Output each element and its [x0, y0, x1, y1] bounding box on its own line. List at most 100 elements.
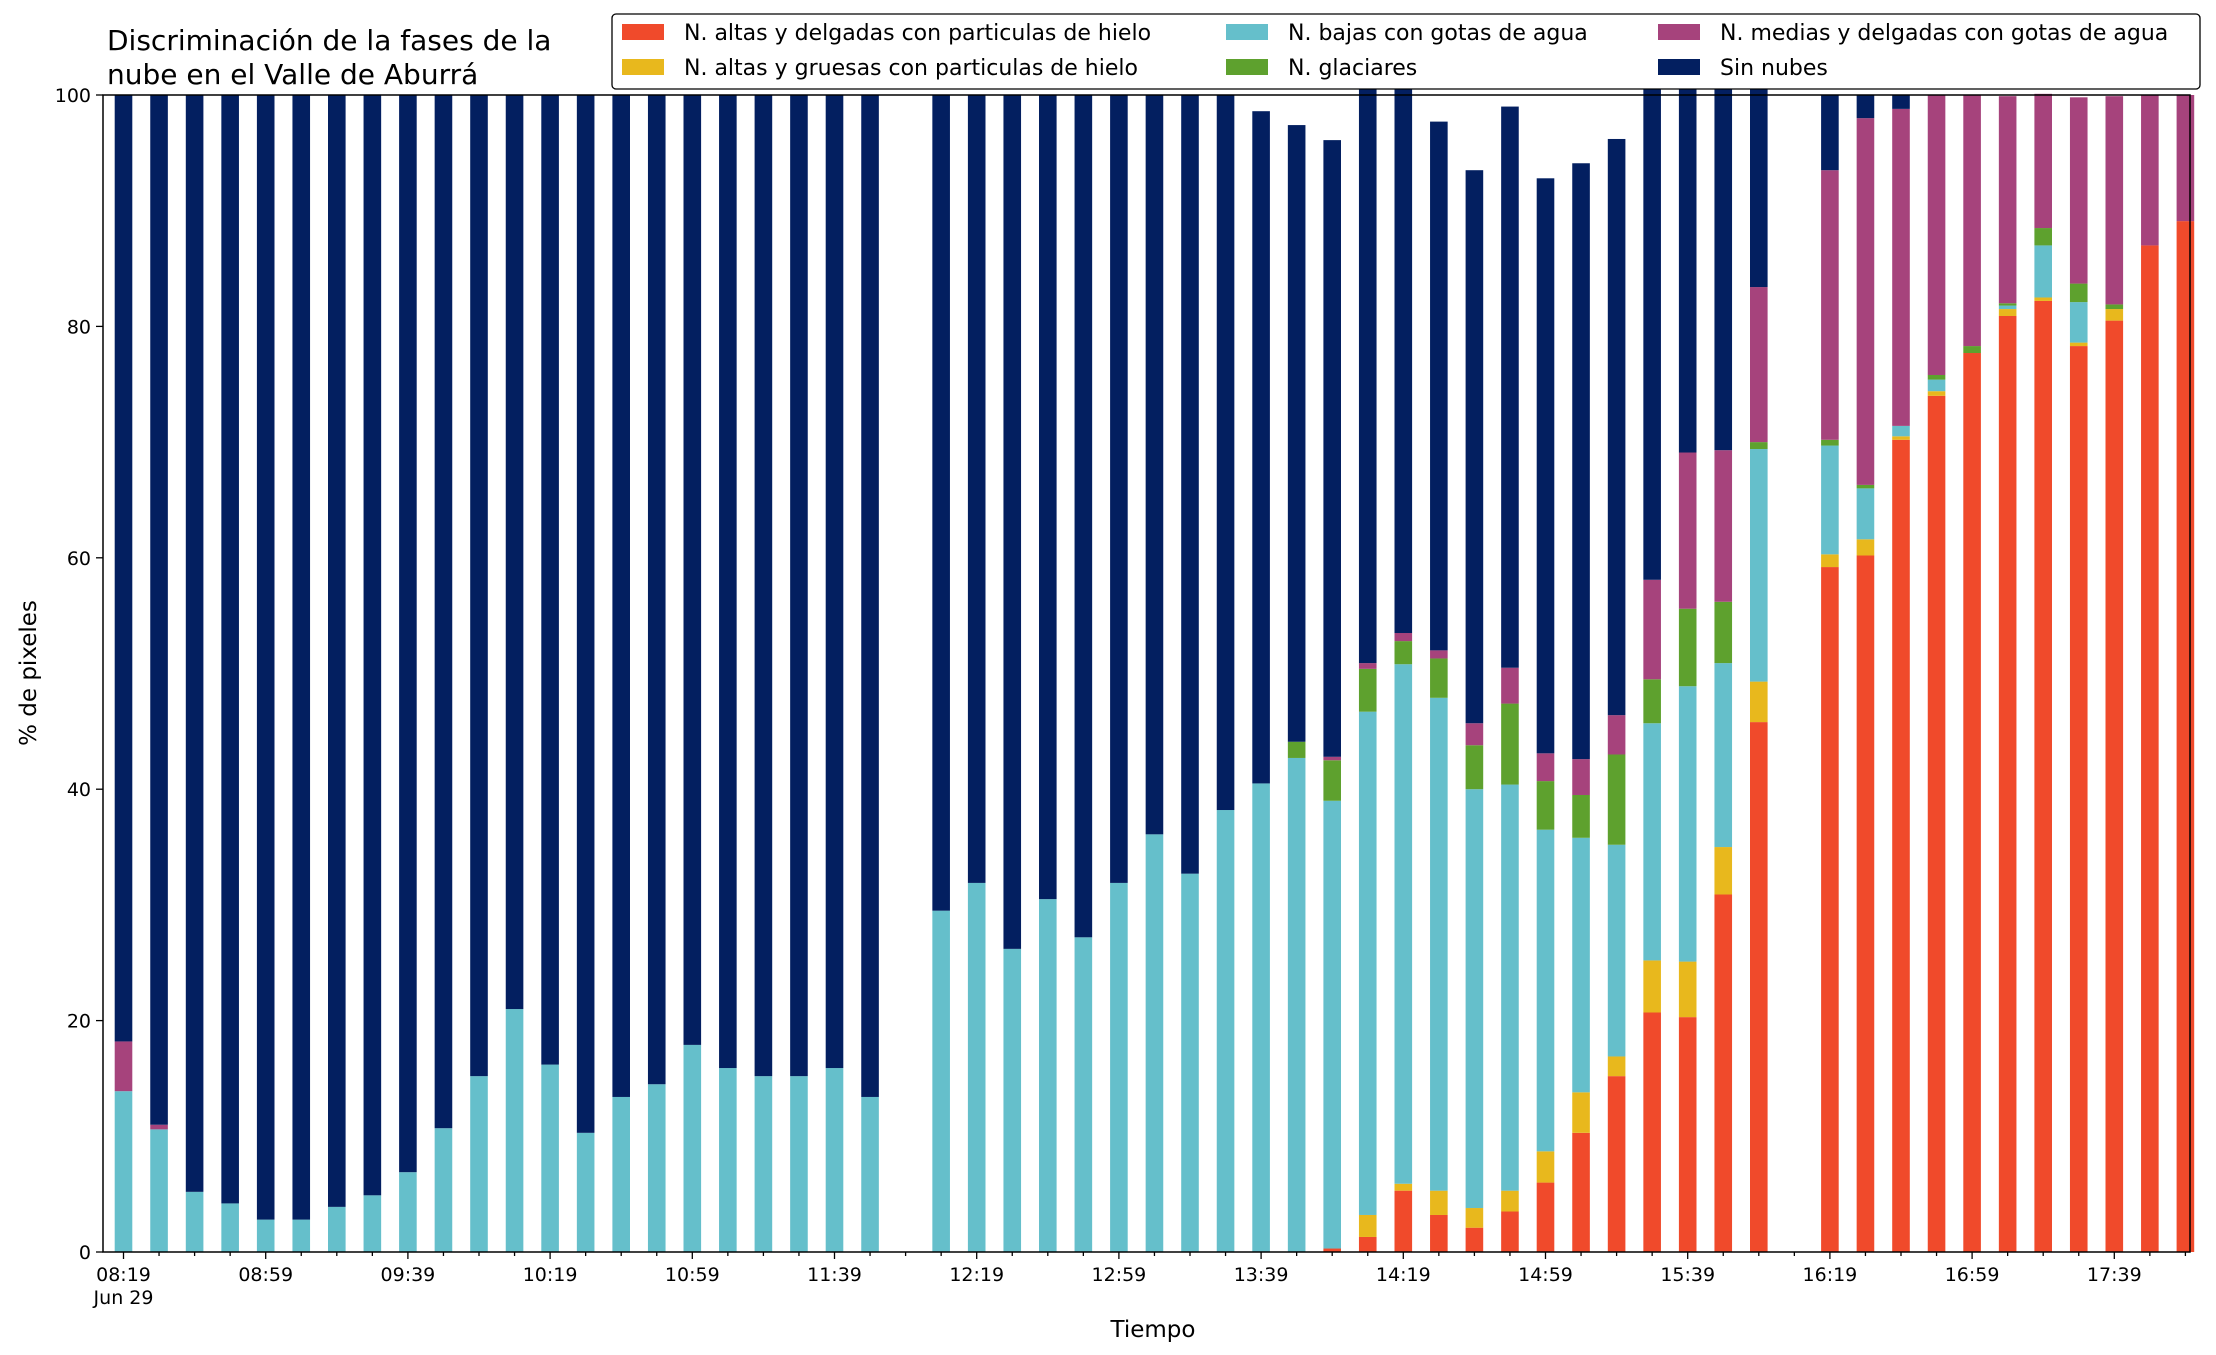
- chart-title-line-1: Discriminación de la fases de la: [107, 24, 551, 57]
- bar-segment: [861, 95, 879, 1097]
- bar-segment: [612, 95, 630, 1097]
- bar-segment: [1714, 601, 1733, 664]
- bar-segment: [1821, 554, 1839, 568]
- bar-segment: [1714, 847, 1733, 895]
- x-tick-label: 11:39: [807, 1264, 862, 1286]
- bar-segment: [1607, 1076, 1626, 1252]
- legend-label: N. altas y gruesas con particulas de hie…: [684, 56, 1138, 81]
- bar-segment: [1714, 894, 1733, 1252]
- x-tick-label: 14:59: [1518, 1264, 1573, 1286]
- x-tick-label: 08:19: [96, 1264, 151, 1286]
- bar-segment: [1892, 95, 1910, 109]
- bar-segment: [1892, 439, 1910, 1252]
- bar-segment: [1714, 73, 1733, 451]
- bar-segment: [256, 95, 275, 1220]
- bar-segment: [541, 1064, 559, 1252]
- bar-segment: [1430, 1214, 1448, 1252]
- bar-segment: [1643, 723, 1661, 961]
- bar-segment: [1039, 899, 1057, 1252]
- legend-label: N. altas y delgadas con particulas de hi…: [684, 21, 1151, 46]
- bar-segment: [1998, 96, 2017, 304]
- plot-frame: [102, 94, 2191, 1253]
- bar-segment: [1536, 753, 1555, 782]
- bar-segment: [861, 1096, 879, 1252]
- bar-segment: [1572, 1132, 1590, 1252]
- bar-segment: [1714, 663, 1733, 848]
- x-tick-label: 17:39: [2087, 1264, 2142, 1286]
- x-tick-sublabel: Jun 29: [93, 1287, 154, 1309]
- bar-segment: [1358, 668, 1377, 712]
- bar-segment: [1358, 663, 1377, 669]
- bar-segment: [825, 95, 844, 1069]
- bar-segment: [150, 95, 168, 1125]
- bar-segment: [1998, 303, 2017, 306]
- bar-segment: [1927, 391, 1946, 396]
- bar-segment: [2105, 309, 2124, 321]
- bar-segment: [1821, 439, 1839, 446]
- bar-segment: [1216, 95, 1235, 811]
- bar-segment: [1039, 95, 1057, 900]
- bar-segment: [1536, 178, 1555, 754]
- bar-segment: [1927, 379, 1946, 392]
- bar-segment: [1536, 781, 1555, 830]
- bar-segment: [1607, 844, 1626, 1057]
- legend-swatch: [622, 59, 664, 75]
- bar-segment: [647, 95, 666, 1085]
- bar-segment: [2105, 304, 2124, 310]
- bar-segment: [1927, 95, 1946, 375]
- bar-segment: [1714, 450, 1733, 602]
- bar-segment: [683, 95, 702, 1045]
- bar-segment: [114, 95, 133, 1042]
- bar-segment: [292, 1219, 311, 1252]
- bar-segment: [1430, 1190, 1448, 1215]
- bar-segment: [1287, 757, 1306, 1252]
- bar-segment: [1465, 1208, 1484, 1228]
- bar-segment: [1927, 374, 1946, 380]
- bar-segment: [1927, 395, 1946, 1252]
- bar-segment: [2034, 297, 2052, 301]
- bar-segment: [1394, 633, 1413, 642]
- bar-segment: [1607, 138, 1626, 716]
- bar-segment: [505, 95, 524, 1010]
- bar-segment: [1110, 95, 1128, 883]
- bar-segment: [1252, 783, 1270, 1252]
- bar-segment: [2034, 93, 2052, 229]
- bar-segment: [1856, 539, 1875, 556]
- bar-segment: [399, 95, 417, 1173]
- bar-segment: [1750, 449, 1768, 682]
- legend-swatch: [622, 24, 664, 40]
- bar-segment: [1110, 882, 1128, 1252]
- bar-segment: [1501, 106, 1519, 668]
- y-tick-label: 20: [67, 1011, 91, 1033]
- bar-segment: [1003, 95, 1022, 949]
- bar-segment: [1465, 789, 1484, 1209]
- bar-segment: [576, 95, 595, 1133]
- bar-segment: [2069, 283, 2088, 303]
- bar-segment: [221, 95, 239, 1204]
- bar-segment: [1572, 794, 1590, 838]
- bar-segment: [1394, 1190, 1413, 1252]
- x-tick-label: 10:59: [665, 1264, 720, 1286]
- bar-segment: [1678, 1017, 1697, 1252]
- bar-segment: [2176, 221, 2195, 1253]
- bar-segment: [1394, 664, 1413, 1184]
- bar-segment: [1501, 1190, 1519, 1212]
- bar-segment: [1465, 170, 1484, 724]
- bar-segment: [2034, 300, 2052, 1252]
- bar-segment: [363, 1195, 382, 1252]
- bar-segment: [1678, 608, 1697, 687]
- bar-segment: [541, 95, 559, 1065]
- legend-label: N. bajas con gotas de agua: [1288, 21, 1588, 46]
- bar-segment: [1856, 488, 1875, 540]
- bar-segment: [1501, 703, 1519, 785]
- bar-segment: [1145, 834, 1164, 1252]
- bar-segment: [1998, 309, 2017, 316]
- bar-segment: [1358, 1214, 1377, 1237]
- bar-segment: [1963, 353, 1981, 1252]
- bar-segment: [1465, 723, 1484, 746]
- bar-segment: [1643, 1012, 1661, 1252]
- legend-swatch: [1226, 59, 1268, 75]
- bar-segment: [1678, 686, 1697, 962]
- bar-segment: [1998, 315, 2017, 1252]
- bar-segment: [2034, 228, 2052, 246]
